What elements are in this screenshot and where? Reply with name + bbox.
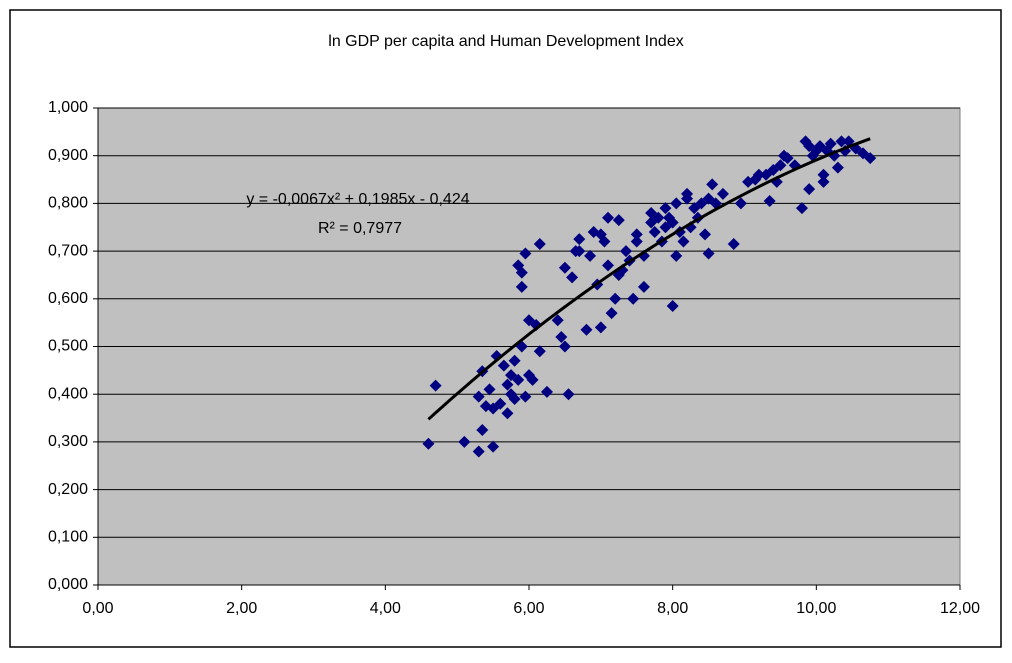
data-point — [706, 178, 719, 191]
data-point — [627, 292, 640, 305]
data-point — [598, 235, 611, 248]
data-point — [497, 359, 510, 372]
x-tick-label: 8,00 — [657, 600, 688, 617]
data-point — [515, 280, 528, 293]
data-point — [659, 202, 672, 215]
y-tick-label: 0,900 — [48, 147, 88, 164]
x-tick-label: 6,00 — [513, 600, 544, 617]
data-point — [472, 445, 485, 458]
data-point — [458, 435, 471, 448]
y-tick-label: 0,700 — [48, 242, 88, 259]
data-point — [795, 202, 808, 215]
data-point — [670, 249, 683, 262]
data-point — [508, 354, 521, 367]
data-point — [835, 135, 848, 148]
data-point — [501, 378, 514, 391]
data-point — [831, 161, 844, 174]
data-point — [698, 228, 711, 241]
trendline — [427, 137, 871, 421]
data-point — [670, 197, 683, 210]
data-point — [630, 228, 643, 241]
data-point — [734, 197, 747, 210]
y-tick-label: 0,500 — [48, 338, 88, 355]
data-point — [652, 211, 665, 224]
data-point — [619, 245, 632, 258]
data-point — [752, 168, 765, 181]
data-point — [566, 271, 579, 284]
data-point — [763, 195, 776, 208]
x-tick-label: 2,00 — [226, 600, 257, 617]
data-point — [558, 340, 571, 353]
data-point — [505, 369, 518, 382]
x-tick-label: 0,00 — [82, 600, 113, 617]
data-point — [702, 247, 715, 260]
data-point — [526, 373, 539, 386]
data-point — [727, 237, 740, 250]
data-point — [602, 259, 615, 272]
r-squared: R² = 0,7977 — [318, 220, 402, 237]
data-point — [555, 330, 568, 343]
data-point — [774, 159, 787, 172]
data-point — [494, 397, 507, 410]
data-point — [573, 245, 586, 258]
data-point — [540, 385, 553, 398]
data-point — [558, 261, 571, 274]
data-point — [551, 314, 564, 327]
y-tick-label: 0,300 — [48, 433, 88, 450]
y-tick-label: 1,000 — [48, 99, 88, 116]
data-point — [512, 373, 525, 386]
data-point — [422, 437, 435, 450]
data-point — [594, 321, 607, 334]
data-point — [817, 175, 830, 188]
data-point — [817, 168, 830, 181]
data-point — [508, 392, 521, 405]
data-point — [429, 379, 442, 392]
data-point — [602, 211, 615, 224]
data-point — [472, 390, 485, 403]
data-point — [501, 407, 514, 420]
data-point — [864, 152, 877, 165]
data-point — [677, 235, 690, 248]
data-point — [515, 266, 528, 279]
x-tick-label: 12,00 — [940, 600, 980, 617]
data-point — [824, 137, 837, 150]
data-point — [483, 383, 496, 396]
data-point — [648, 226, 661, 239]
data-point — [533, 345, 546, 358]
data-point — [781, 152, 794, 165]
data-point — [533, 237, 546, 250]
data-point — [573, 233, 586, 246]
data-point — [681, 187, 694, 200]
data-point — [580, 323, 593, 336]
y-tick-label: 0,400 — [48, 385, 88, 402]
data-point — [519, 247, 532, 260]
y-tick-label: 0,200 — [48, 481, 88, 498]
data-point — [584, 249, 597, 262]
y-tick-label: 0,800 — [48, 195, 88, 212]
y-tick-label: 0,000 — [48, 576, 88, 593]
data-point — [519, 390, 532, 403]
y-tick-label: 0,600 — [48, 290, 88, 307]
data-point — [612, 214, 625, 227]
x-tick-label: 4,00 — [370, 600, 401, 617]
data-point — [562, 388, 575, 401]
data-point — [605, 307, 618, 320]
trend-equation: y = -0,0067x² + 0,1985x - 0,424 — [246, 191, 469, 208]
data-point — [505, 388, 518, 401]
chart-title: ln GDP per capita and Human Development … — [328, 33, 683, 50]
data-point — [666, 216, 679, 229]
data-point — [803, 183, 816, 196]
x-tick-label: 10,00 — [796, 600, 836, 617]
data-point — [716, 187, 729, 200]
data-point — [630, 235, 643, 248]
data-point — [666, 299, 679, 312]
data-point — [487, 440, 500, 453]
data-point — [609, 292, 622, 305]
data-point — [637, 280, 650, 293]
data-point — [476, 423, 489, 436]
y-tick-label: 0,100 — [48, 529, 88, 546]
